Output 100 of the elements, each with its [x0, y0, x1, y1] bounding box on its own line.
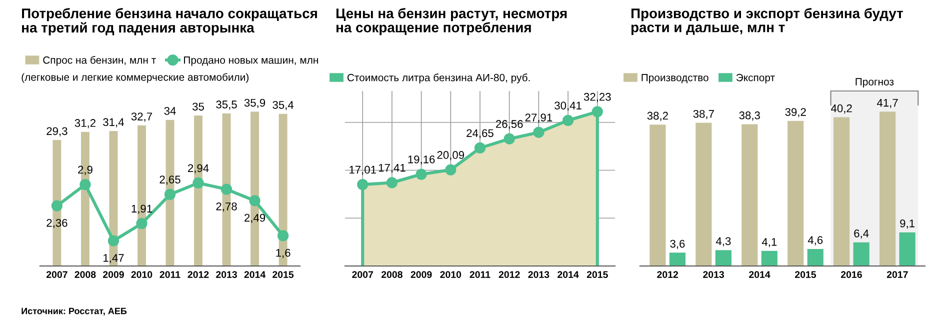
data-label: 38,2: [647, 112, 668, 121]
bar: [807, 248, 824, 266]
x-tick-label: 2014: [244, 271, 266, 278]
data-label: 4,1: [762, 238, 777, 248]
point: [136, 218, 148, 230]
bar: [879, 112, 896, 266]
point: [533, 126, 544, 138]
x-tick-label: 2010: [131, 271, 152, 278]
data-label: 20,09: [437, 151, 464, 160]
x-tick-label: 2014: [749, 271, 770, 278]
data-label: 34: [164, 107, 176, 115]
legend-label: Продано новых машин, млн: [184, 56, 318, 66]
x-tick-label: 2008: [381, 271, 402, 278]
point: [164, 188, 176, 200]
data-label: 32,23: [584, 92, 611, 102]
x-tick-label: 2008: [74, 271, 96, 278]
point: [592, 106, 603, 118]
chart-title: Цены на бензин растут, несмотря на сокращение потребления: [336, 8, 567, 36]
point: [562, 114, 574, 126]
x-tick-label: 2012: [657, 271, 678, 278]
data-label: 2,65: [160, 176, 180, 185]
x-tick-label: 2015: [272, 271, 294, 278]
bar: [669, 252, 686, 266]
data-label: 38,7: [693, 110, 714, 120]
data-label: 2,36: [46, 218, 68, 228]
data-label: 31,2: [74, 119, 96, 128]
x-tick-label: 2015: [586, 271, 608, 278]
x-tick-label: 2013: [703, 271, 724, 278]
point: [474, 142, 486, 154]
x-tick-label: 2009: [410, 271, 432, 278]
bar: [715, 250, 732, 266]
bar: [761, 250, 778, 266]
x-tick-label: 2016: [840, 271, 862, 278]
bar: [834, 117, 850, 266]
data-label: 6,4: [854, 229, 869, 239]
bar: [650, 124, 666, 266]
legend-label: Стоимость литра бензина АИ-80, руб.: [347, 74, 530, 84]
data-label: 4,3: [716, 237, 731, 246]
x-tick-label: 2007: [46, 271, 68, 278]
point: [80, 179, 91, 190]
data-label: 1,6: [276, 248, 290, 258]
data-label: 41,7: [876, 98, 898, 108]
data-label: 17,41: [378, 164, 406, 174]
data-label: 17,01: [350, 166, 376, 175]
data-label: 1,47: [104, 254, 124, 264]
data-label: 3,6: [670, 240, 685, 250]
data-label: 4,6: [808, 236, 823, 246]
point: [51, 200, 63, 212]
data-label: 26,56: [496, 120, 523, 130]
data-label: 2,94: [188, 164, 209, 174]
bar: [788, 120, 804, 266]
x-tick-label: 2013: [216, 271, 237, 278]
data-label: 35,9: [244, 98, 266, 108]
data-label: 1,91: [132, 204, 152, 214]
chart-title: Потребление бензина начало сокращаться на третий год падения авторынка: [22, 8, 317, 36]
data-label: 2,78: [216, 202, 237, 212]
point: [357, 179, 368, 190]
band-label: Прогноз: [856, 78, 894, 88]
bar: [696, 122, 712, 266]
data-label: 30,41: [554, 102, 582, 111]
x-tick-label: 2015: [795, 271, 816, 278]
point: [416, 168, 427, 180]
data-label: 40,2: [831, 104, 852, 114]
data-label: 29,3: [46, 127, 68, 136]
x-tick-label: 2009: [103, 271, 124, 278]
legend-label: Экспорт: [736, 74, 775, 84]
point: [249, 195, 260, 206]
x-tick-label: 2011: [160, 271, 180, 278]
data-label: 35,5: [216, 100, 237, 110]
legend-label: Спрос на бензин, млн т: [43, 56, 156, 66]
data-label: 32,7: [131, 112, 152, 122]
text: (легковые и легкие коммерческие автомобили): [22, 73, 248, 83]
text: Источник: Росстат, АЕБ: [22, 308, 127, 316]
data-label: 27,91: [525, 114, 552, 123]
bar: [899, 232, 916, 266]
data-label: 24,65: [466, 129, 494, 138]
bar: [742, 124, 758, 266]
x-tick-label: 2013: [528, 271, 550, 278]
data-label: 35: [192, 102, 204, 111]
data-label: 31,4: [103, 118, 124, 128]
legend-label: Производство: [642, 74, 708, 84]
point: [277, 230, 289, 242]
data-label: 39,2: [785, 108, 806, 118]
point: [108, 235, 120, 246]
data-label: 2,49: [244, 214, 266, 224]
x-tick-label: 2014: [558, 271, 579, 278]
data-label: 38,3: [739, 111, 760, 121]
bar: [853, 242, 870, 266]
x-tick-label: 2012: [188, 271, 209, 278]
chart-title: Производство и экспорт бензина будут расти и дальше, млн т: [631, 8, 903, 36]
point: [220, 184, 232, 195]
point: [192, 177, 204, 189]
data-label: 35,4: [272, 100, 294, 110]
point: [504, 133, 515, 144]
x-tick-label: 2007: [352, 271, 373, 278]
point: [386, 177, 398, 188]
data-label: 2,9: [78, 166, 92, 175]
x-tick-label: 2010: [440, 271, 462, 278]
data-label: 19,16: [408, 155, 435, 165]
x-tick-label: 2011: [470, 271, 490, 278]
